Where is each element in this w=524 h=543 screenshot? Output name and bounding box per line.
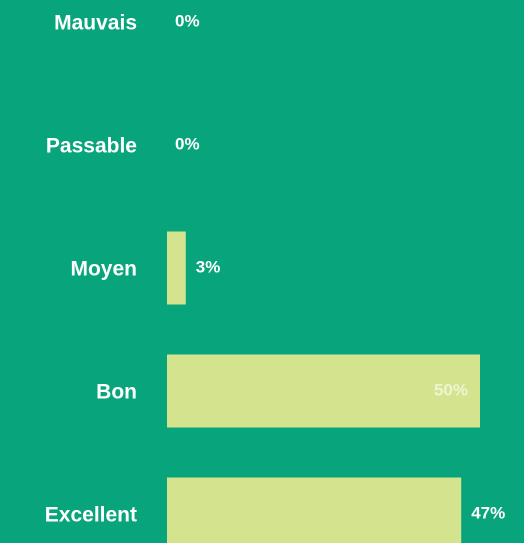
category-label: Excellent (45, 504, 137, 527)
category-label: Mauvais (54, 12, 137, 35)
bar (167, 477, 462, 543)
bar (167, 354, 480, 428)
bar (167, 231, 186, 305)
category-label: Passable (46, 135, 137, 158)
category-label: Moyen (70, 258, 137, 281)
value-label: 0% (175, 11, 200, 30)
category-label: Bon (96, 381, 137, 404)
value-label: 47% (471, 503, 505, 522)
value-label: 0% (175, 134, 200, 153)
value-label: 3% (196, 257, 221, 276)
value-label: 50% (434, 380, 468, 399)
